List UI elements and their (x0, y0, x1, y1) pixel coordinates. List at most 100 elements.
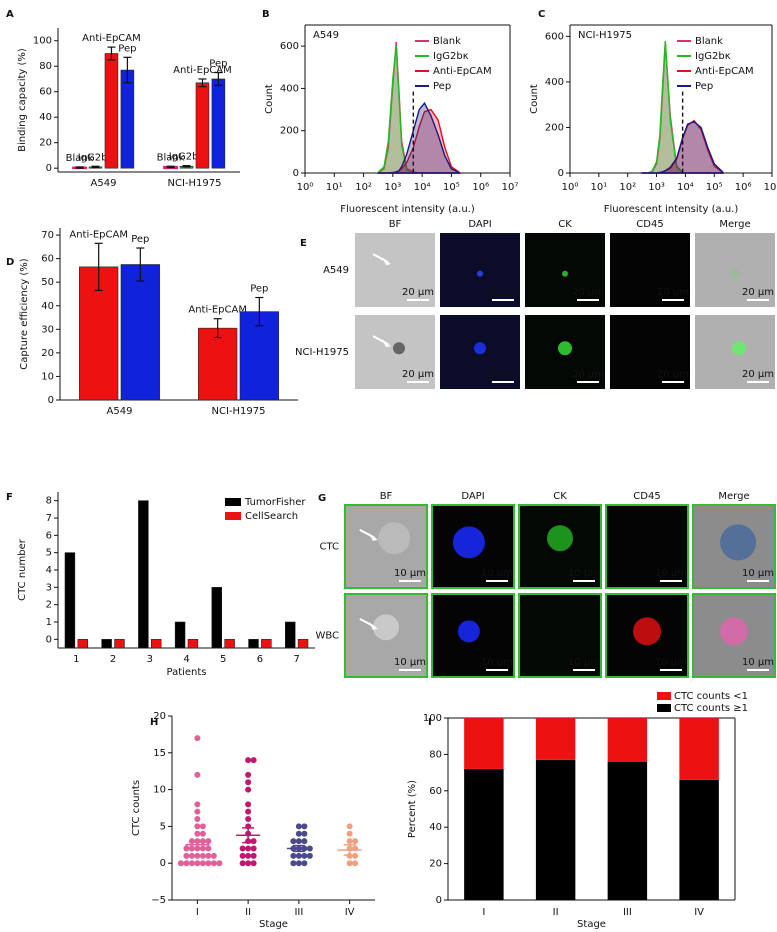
x-tick-label: 10³ (384, 182, 401, 193)
row-label: NCI-H1975 (295, 347, 349, 358)
y-tick-label: 600 (545, 31, 564, 42)
x-tick-label: 10⁰ (297, 182, 314, 193)
bar (284, 621, 296, 649)
bar-segment (464, 768, 504, 900)
bar (174, 621, 186, 649)
y-tick-label: 400 (280, 83, 299, 94)
micrograph (692, 504, 776, 589)
cell (720, 617, 748, 646)
data-point (352, 838, 359, 845)
bar-label: Anti-EpCAM (188, 305, 247, 316)
data-point (194, 830, 201, 837)
data-point (188, 852, 195, 859)
x-tick-label: I (196, 907, 199, 918)
bar-segment (464, 718, 504, 769)
y-tick-label: 80 (429, 749, 442, 760)
cell (730, 268, 740, 279)
data-point (239, 852, 246, 859)
data-point (194, 816, 201, 823)
micrograph (344, 504, 428, 589)
data-point (199, 830, 206, 837)
y-tick-label: 80 (39, 61, 52, 72)
sample-label: NCI-H1975 (578, 30, 632, 41)
cell (562, 270, 568, 277)
y-tick-label: 50 (41, 277, 54, 288)
y-tick-label: 0 (558, 168, 564, 179)
y-tick-label: 70 (41, 230, 54, 241)
bar (195, 82, 210, 169)
x-tick-label: 10⁶ (472, 182, 489, 193)
y-tick-label: 20 (429, 859, 442, 870)
data-point (216, 860, 223, 867)
data-point (177, 860, 184, 867)
micrograph (525, 233, 605, 307)
y-tick-label: 4 (46, 565, 52, 576)
x-axis-label: Fluorescent intensity (a.u.) (340, 204, 475, 215)
legend-label: Pep (433, 81, 451, 92)
data-point (194, 852, 201, 859)
data-point (301, 830, 308, 837)
x-tick-label: 1 (73, 654, 79, 665)
legend-label: Blank (433, 36, 461, 47)
bar (101, 639, 112, 649)
y-tick-label: 7 (46, 513, 52, 524)
data-point (245, 852, 252, 859)
micrograph (605, 504, 689, 589)
data-point (352, 860, 359, 867)
bar (297, 639, 309, 649)
scale-bar-label: 20 μm (742, 369, 774, 380)
y-tick-label: 200 (545, 122, 564, 133)
scale-bar-label: 20 μm (402, 369, 434, 380)
x-tick-label: 10² (619, 182, 636, 193)
bar-label: Pep (209, 59, 227, 70)
scale-bar-label: 10 μm (481, 568, 513, 579)
row-label: WBC (315, 631, 339, 642)
y-tick-label: 20 (39, 138, 52, 149)
scale-bar-label: 20 μm (402, 287, 434, 298)
y-tick-label: 0 (48, 395, 54, 406)
data-point (194, 771, 201, 778)
data-point (346, 838, 353, 845)
bar (198, 327, 238, 401)
y-tick-label: 5 (160, 821, 166, 832)
arrow-head (382, 257, 391, 266)
bar (211, 587, 223, 649)
legend-swatch (657, 692, 671, 700)
bar (187, 639, 199, 649)
data-point (250, 860, 257, 867)
bar (120, 264, 160, 401)
bar-label: Pep (131, 234, 149, 245)
data-point (250, 757, 257, 764)
bar-label: IgG2bκ (169, 152, 205, 163)
y-tick-label: 0 (436, 895, 442, 906)
arrow-head (382, 339, 391, 348)
x-tick-label: 10⁷ (764, 182, 777, 193)
bar (248, 639, 259, 649)
data-point (183, 860, 190, 867)
cell (474, 342, 486, 355)
bar-label: Anti-EpCAM (69, 229, 128, 240)
y-tick-label: 40 (39, 112, 52, 123)
y-tick-label: 0 (160, 858, 166, 869)
y-tick-label: 1 (46, 617, 52, 628)
legend-swatch (657, 704, 671, 712)
x-axis-label: Patients (166, 667, 206, 678)
sample-label: A549 (313, 30, 339, 41)
micrograph (610, 315, 690, 389)
legend-label: Blank (695, 36, 723, 47)
data-point (290, 838, 297, 845)
scale-bar-label: 20 μm (487, 369, 519, 380)
cell (732, 341, 746, 356)
data-point (295, 830, 302, 837)
data-point (245, 757, 252, 764)
x-tick-label: 10¹ (326, 182, 343, 193)
legend-label: IgG2bκ (433, 51, 469, 62)
panel-letter: A (6, 9, 14, 20)
column-label: CK (558, 219, 572, 230)
x-tick-label: A549 (107, 406, 133, 417)
legend-swatch (225, 498, 241, 506)
x-tick-label: 10⁵ (443, 182, 460, 193)
y-axis-label: Binding capacity (%) (17, 48, 28, 152)
x-tick-label: 10² (355, 182, 372, 193)
y-tick-label: 6 (46, 530, 52, 541)
